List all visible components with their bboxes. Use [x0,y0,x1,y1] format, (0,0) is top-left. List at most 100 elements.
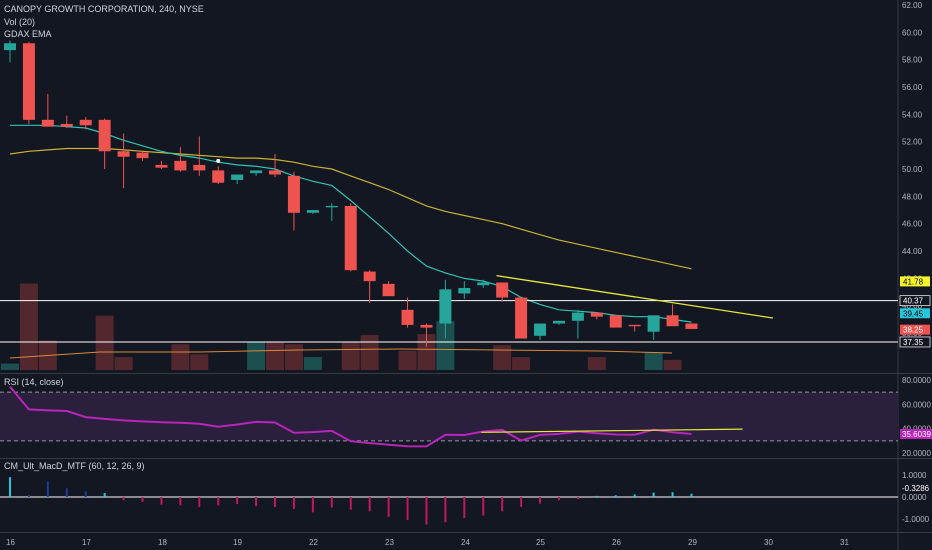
volume-ma-line [9,348,673,359]
time-axis-tick: 30 [764,538,773,547]
candle-body [420,324,433,328]
price-tag [899,295,931,307]
time-axis-tick: 26 [612,538,621,547]
volume-bar [398,350,417,370]
volume-bar [19,283,38,370]
volume-bar [512,357,531,370]
price-axis-tick: 56.00 [902,83,923,92]
price-axis-tick: 40.00 [902,302,923,311]
volume-bar [341,341,360,370]
price-axis-tick: 44.00 [902,247,923,256]
candle-body [515,297,528,339]
price-trendline [496,275,773,319]
volume-bar [436,321,455,370]
time-axis-tick: 18 [158,538,167,547]
price-axis-tick: 52.00 [902,138,923,147]
macd-axis-tick: -1.0000 [902,515,930,524]
price-tag [899,336,931,348]
rsi-value-tag [900,429,932,440]
price-axis-tick: 62.00 [902,1,923,10]
rsi-axis-tick: 20.0000 [902,449,931,458]
time-axis-tick: 29 [688,538,697,547]
candle-body [4,43,16,51]
candle-body [685,323,698,329]
price-axis-tick: 60.00 [902,28,923,37]
rsi-axis-tick: 80.0000 [902,376,931,385]
candle-body [439,289,452,324]
price-axis-tick: 48.00 [902,192,923,201]
candle-body [155,164,168,168]
time-axis-tick: 16 [6,538,15,547]
time-axis-tick: 19 [233,538,242,547]
volume-bar [303,357,322,370]
time-axis-tick: 23 [385,538,394,547]
candle-body [344,205,357,271]
drawing-point [216,158,221,163]
candle-body [269,170,282,175]
macd-legend[interactable]: CM_Ult_MacD_MTF (60, 12, 26, 9) [4,461,145,471]
candle-body [41,119,54,127]
candle-body [117,151,130,157]
time-axis-tick: 17 [82,538,91,547]
candle-body [647,315,660,332]
time-axis-tick: 25 [536,538,545,547]
macd-value-label: -0.3286 [902,484,930,493]
candle-body [666,315,679,327]
price-tag [900,308,930,319]
volume-bar [1,363,19,370]
rsi-value-label: 35.6039 [902,430,931,439]
rsi-trendline [481,428,743,433]
volume-bar [360,335,379,370]
candle-body [496,282,509,298]
candle-body [628,324,641,327]
volume-bar [284,344,303,370]
candle-body [534,323,547,336]
macd-value-tag [900,483,932,493]
candle-body [477,282,490,286]
price-tag-label: 39.45 [903,309,924,318]
candle-body [325,205,338,208]
ema-legend[interactable]: GDAX EMA [4,29,52,39]
candle-body [552,320,565,324]
rsi-band [0,392,898,441]
candle-body [79,119,92,126]
price-tag-label: 40.37 [903,297,924,306]
candle-body [231,174,244,180]
price-axis-tick: 58.00 [902,56,923,65]
price-axis-tick: 50.00 [902,165,923,174]
volume-legend[interactable]: Vol (20) [4,17,36,27]
candle-body [136,152,149,159]
candle-body [212,170,225,183]
rsi-axis-tick: 60.0000 [902,400,931,409]
candle-body [22,43,35,120]
time-axis-tick: 24 [461,538,470,547]
volume-bar [493,345,512,370]
candle-body [571,312,584,321]
candle-body [193,164,206,171]
price-tag [900,324,930,335]
macd-axis-tick: 1.0000 [902,471,927,480]
candle-body [609,315,622,328]
candle-body [306,210,319,213]
candle-body [458,287,471,294]
volume-bar [190,354,209,370]
volume-bar [663,359,682,370]
price-tag-label: 37.35 [903,338,924,347]
price-tag-label: 38.25 [903,326,924,335]
time-axis-tick: 31 [840,538,849,547]
volume-bar [247,341,266,370]
volume-bar [114,357,133,370]
rsi-legend[interactable]: RSI (14, close) [4,377,64,387]
price-axis-tick: 46.00 [902,220,923,229]
volume-bar [644,352,663,370]
chart-title: CANOPY GROWTH CORPORATION, 240, NYSE [4,4,204,14]
volume-bar [417,334,436,370]
volume-bar [266,342,285,370]
volume-bar [95,315,114,370]
candle-body [60,123,73,127]
time-axis-tick: 22 [309,538,318,547]
macd-axis-tick: 0.0000 [902,493,927,502]
candle-body [401,309,414,325]
candle-body [287,175,300,213]
